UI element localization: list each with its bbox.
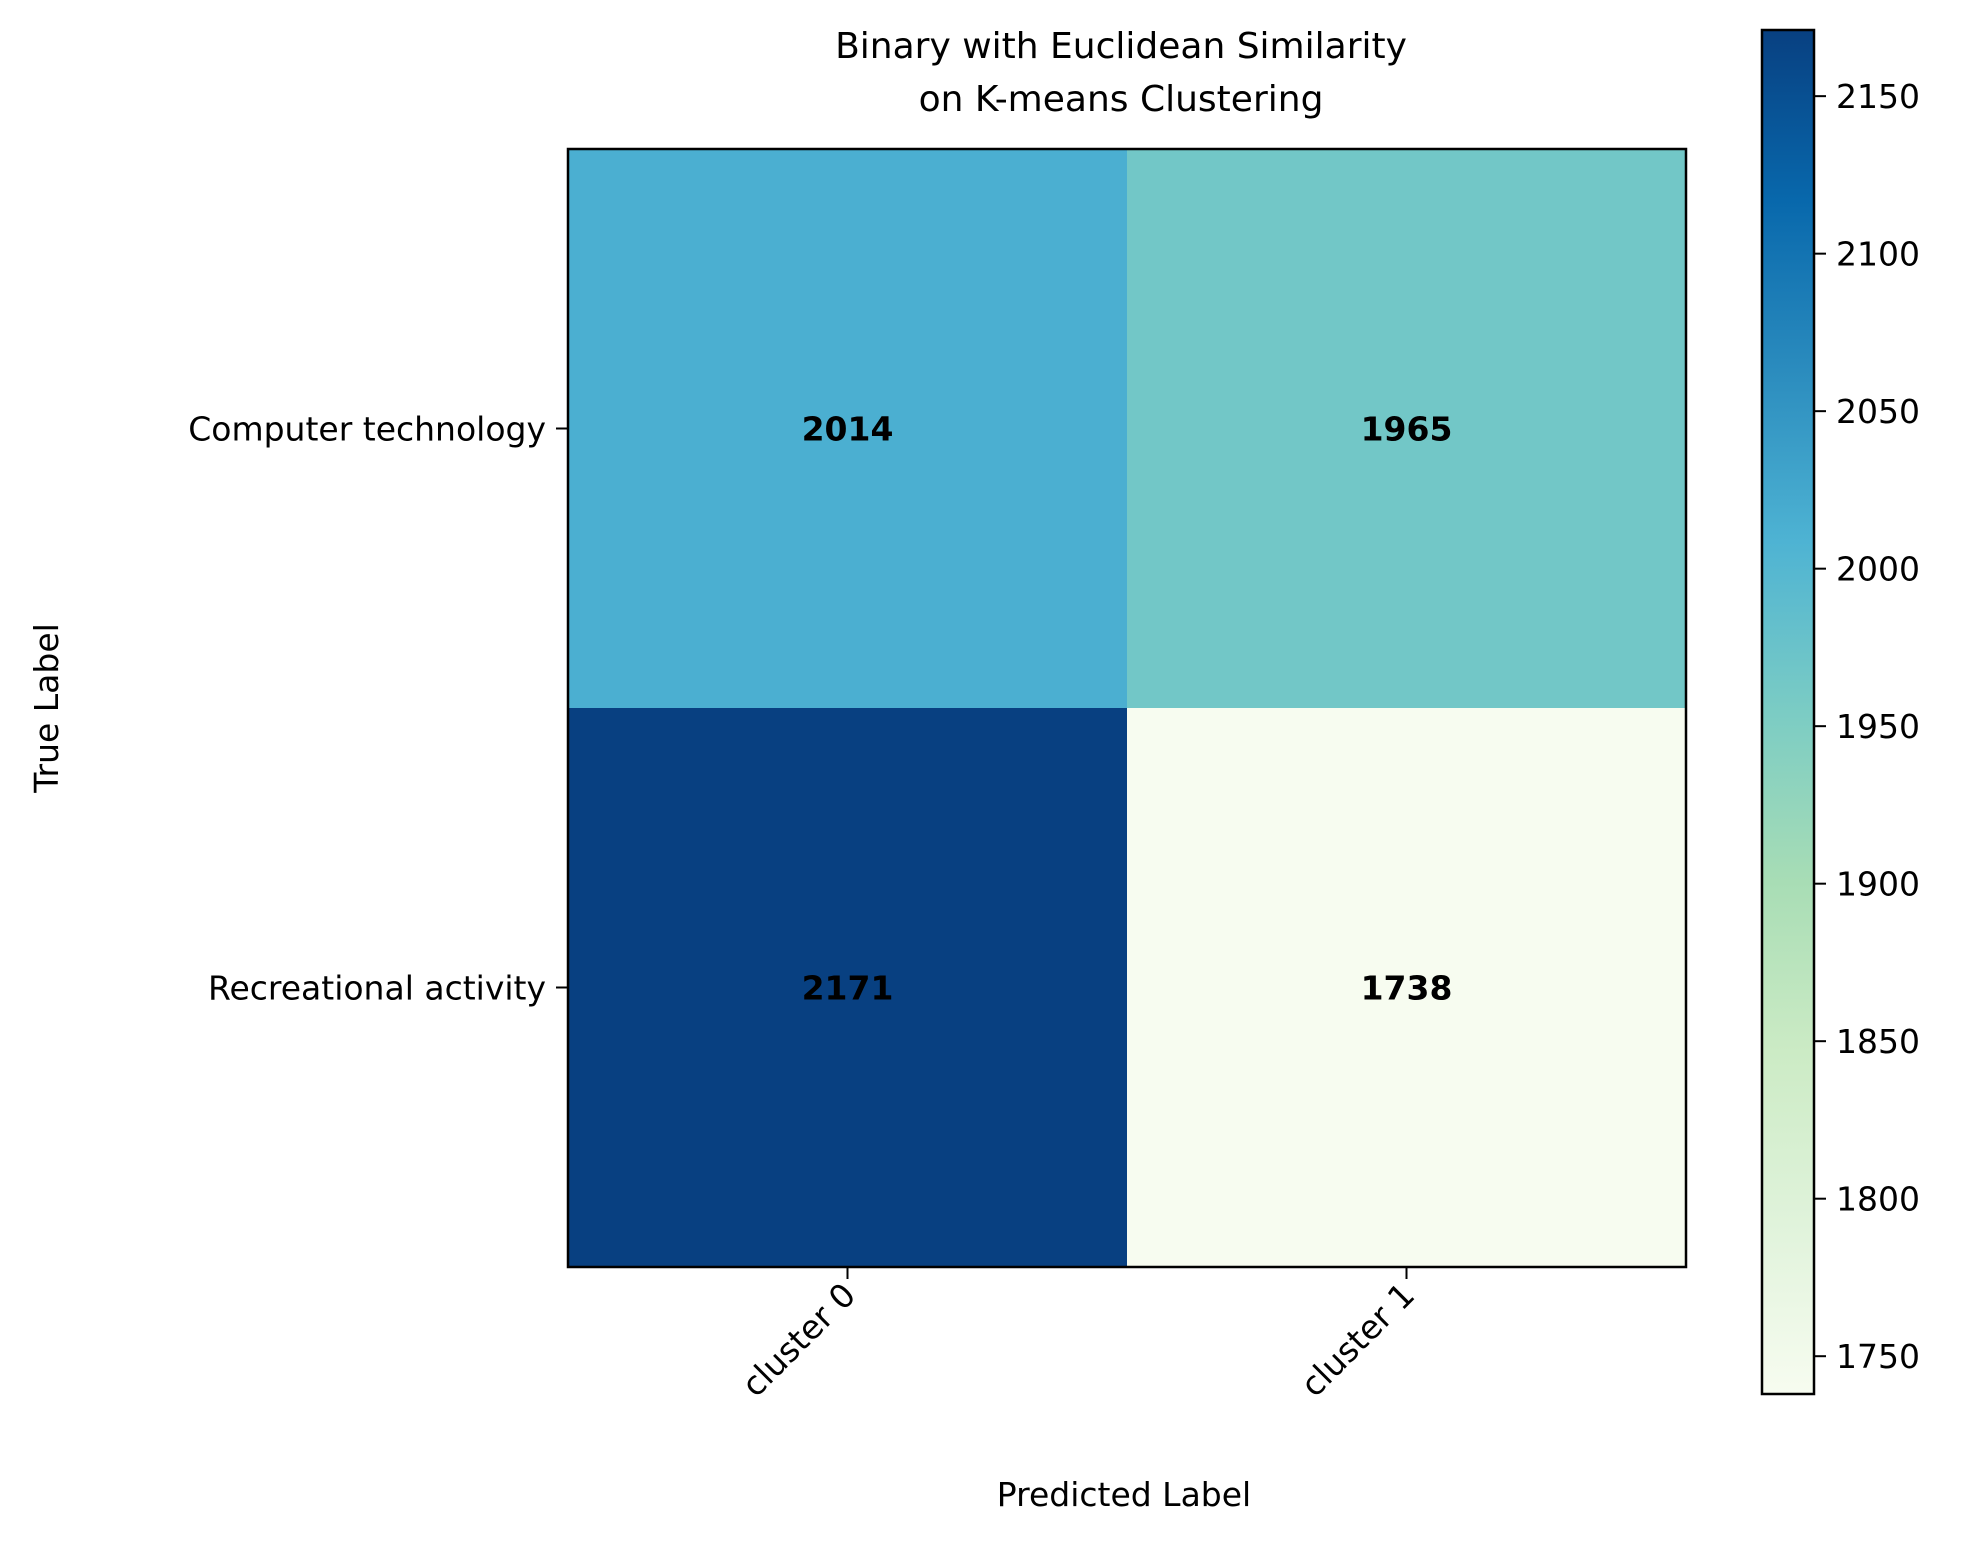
colorbar-ticks: 1750 1800 1850 1900 1950 2000 2050 2100 2150 (1814, 77, 1920, 1376)
x-axis-label: Predicted Label (997, 1475, 1251, 1514)
y-axis-label: True Label (27, 623, 66, 794)
colorbar-tick-label: 1850 (1836, 1022, 1920, 1061)
chart-title-line-2: on K-means Clustering (919, 79, 1324, 120)
colorbar-tick-label: 2150 (1836, 77, 1920, 116)
heatmap-cell-r0-c0 (568, 149, 1128, 709)
colorbar-tick-label: 1950 (1836, 707, 1920, 746)
x-axis-ticks: cluster 0 cluster 1 (734, 1267, 1422, 1404)
y-axis-ticks: Computer technology Recreational activity (188, 410, 568, 1008)
chart-title-line-1: Binary with Euclidean Similarity (835, 26, 1407, 67)
y-tick-label: Recreational activity (208, 969, 546, 1008)
colorbar (1760, 28, 1816, 1396)
cell-value-r1-c1: 1738 (1361, 969, 1453, 1008)
cell-value-r0-c0: 2014 (802, 410, 894, 449)
colorbar-tick-label: 1750 (1836, 1337, 1920, 1376)
heatmap-cell-r1-c1 (1127, 708, 1687, 1268)
heatmap-cell-r1-c0 (568, 708, 1128, 1268)
y-tick-label: Computer technology (188, 410, 546, 449)
plot-frame (566, 147, 1688, 1269)
colorbar-tick-label: 2000 (1836, 550, 1920, 589)
colorbar-tick-label: 1800 (1836, 1180, 1920, 1219)
heatmap-cells (568, 149, 1687, 1268)
cell-value-r0-c1: 1965 (1361, 410, 1453, 449)
colorbar-tick-label: 2100 (1836, 235, 1920, 274)
x-tick-label: cluster 1 (1293, 1275, 1422, 1404)
heatmap-cell-labels: 2014 1965 2171 1738 (802, 410, 1453, 1008)
x-tick-label: cluster 0 (734, 1275, 863, 1404)
cell-value-r1-c0: 2171 (802, 969, 894, 1008)
colorbar-tick-label: 1900 (1836, 865, 1920, 904)
heatmap-cell-r0-c1 (1127, 149, 1687, 709)
colorbar-tick-label: 2050 (1836, 392, 1920, 431)
